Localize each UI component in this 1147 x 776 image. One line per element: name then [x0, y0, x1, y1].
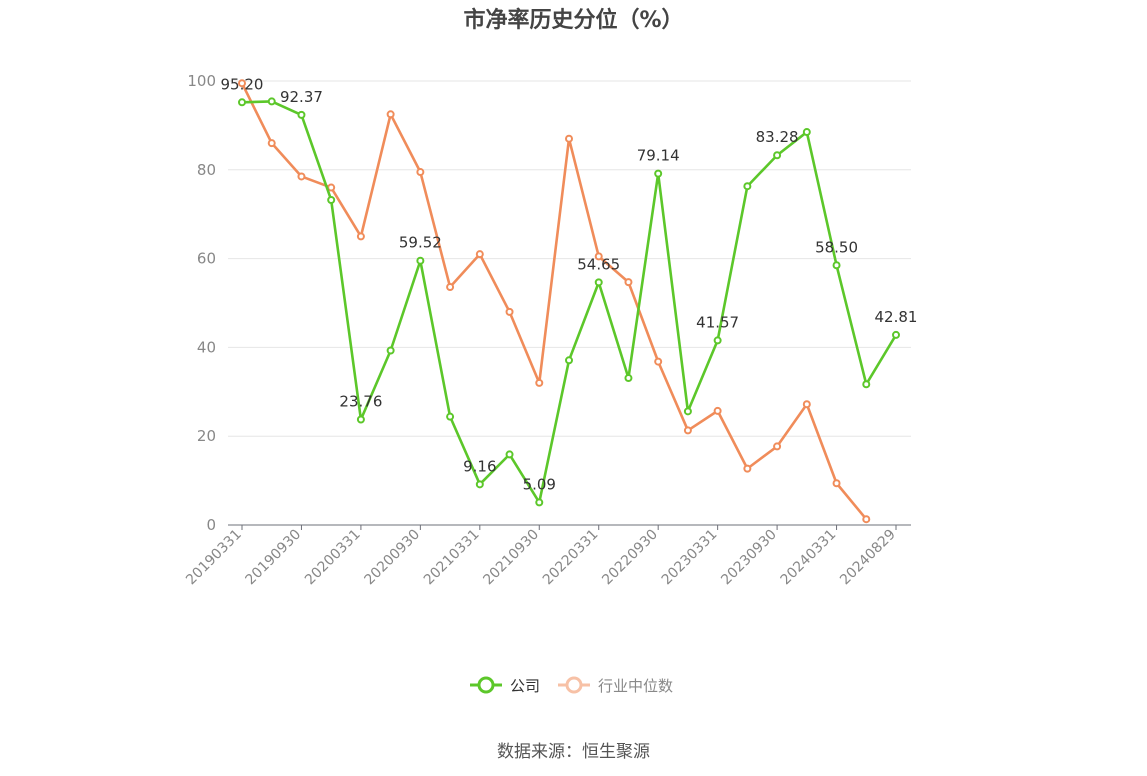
data-point-industry-median	[416, 168, 425, 177]
y-axis: 0 20 40 60 80 100	[187, 72, 216, 534]
data-point-industry-median	[713, 406, 722, 415]
data-label: 23.76	[339, 393, 382, 411]
legend-swatch-marker	[477, 676, 495, 694]
x-tick-label: 20210930	[480, 527, 542, 589]
y-tick-label: 80	[197, 161, 216, 179]
x-tick-label: 20200930	[361, 527, 423, 589]
series-group	[238, 79, 900, 524]
data-label: 54.65	[577, 255, 620, 273]
data-point-company	[802, 128, 811, 137]
data-point-industry-median	[356, 232, 365, 241]
series-line-company	[241, 100, 898, 504]
data-point-industry-median	[654, 357, 663, 366]
data-point-industry-median	[535, 378, 544, 387]
data-point-industry-median	[773, 442, 782, 451]
data-point-company	[743, 182, 752, 191]
data-labels: 95.20 92.37 23.76 59.52 9.16 5.09 54.65 79.14 41…	[221, 75, 918, 493]
x-tick-label: 20200331	[302, 527, 364, 589]
x-tick-label: 20190331	[183, 527, 245, 589]
data-point-company	[892, 330, 900, 339]
data-point-company	[327, 195, 336, 204]
data-point-industry-median	[505, 307, 514, 316]
data-point-company	[356, 415, 365, 424]
data-point-company	[594, 278, 603, 287]
data-point-industry-median	[802, 400, 811, 409]
data-point-company	[683, 407, 692, 416]
data-point-company	[535, 498, 544, 507]
data-label: 5.09	[523, 475, 556, 493]
data-point-industry-median	[624, 278, 633, 287]
data-point-industry-median	[327, 183, 336, 192]
data-label: 41.57	[696, 313, 739, 331]
data-point-industry-median	[446, 283, 455, 292]
data-source-note: 数据来源：恒生聚源	[497, 742, 650, 762]
data-label: 59.52	[399, 234, 442, 252]
data-point-industry-median	[832, 479, 841, 488]
data-label: 92.37	[280, 88, 323, 106]
y-tick-label: 40	[197, 338, 216, 356]
x-tick-label: 20240829	[837, 527, 899, 589]
x-tick-label: 20210331	[421, 527, 483, 589]
x-tick-label: 20190930	[243, 527, 305, 589]
legend-item-company[interactable]: 公司	[470, 676, 540, 695]
data-label: 83.28	[756, 128, 799, 146]
data-point-industry-median	[386, 110, 395, 119]
grid-lines	[228, 80, 911, 437]
chart-title: 市净率历史分位（%）	[463, 8, 684, 33]
x-tick-label: 20220930	[599, 527, 661, 589]
data-point-industry-median	[594, 252, 603, 261]
data-point-company	[238, 98, 246, 107]
data-point-industry-median	[683, 426, 692, 435]
data-point-company	[297, 110, 306, 119]
y-tick-label: 60	[197, 250, 216, 268]
data-label: 42.81	[875, 308, 918, 326]
data-point-industry-median	[862, 515, 871, 524]
x-tick-label: 20230930	[718, 527, 780, 589]
data-point-industry-median	[565, 134, 573, 143]
data-label: 79.14	[637, 147, 680, 165]
legend-label: 公司	[510, 677, 540, 695]
data-point-company	[654, 169, 663, 178]
data-point-company	[713, 336, 722, 345]
x-tick-label: 20240331	[778, 527, 840, 589]
data-label: 95.20	[221, 75, 264, 93]
data-point-company	[832, 261, 841, 270]
data-label: 9.16	[463, 457, 496, 475]
data-point-company	[505, 450, 514, 459]
data-point-industry-median	[297, 172, 306, 181]
y-tick-label: 20	[197, 427, 216, 445]
x-tick-label: 20220331	[540, 527, 602, 589]
legend-swatch-marker	[565, 676, 583, 694]
legend[interactable]: 公司 行业中位数	[470, 676, 673, 695]
data-point-company	[773, 151, 782, 160]
series-line-industry-median	[240, 82, 868, 521]
legend-label: 行业中位数	[598, 677, 673, 695]
y-tick-label: 100	[187, 72, 216, 90]
data-point-company	[862, 380, 871, 389]
data-point-company	[565, 356, 573, 365]
data-point-company	[624, 374, 633, 383]
data-point-company	[416, 256, 425, 265]
x-tick-label: 20230331	[659, 527, 721, 589]
legend-item-industry-median[interactable]: 行业中位数	[558, 676, 673, 695]
data-point-company	[446, 412, 455, 421]
x-axis: 2019033120190930202003312020093020210331…	[183, 524, 911, 589]
data-point-company	[267, 97, 276, 106]
data-label: 58.50	[815, 238, 858, 256]
data-point-company	[475, 480, 484, 489]
data-point-industry-median	[743, 464, 752, 473]
y-tick-label: 0	[206, 516, 216, 534]
data-point-industry-median	[267, 139, 276, 148]
data-point-industry-median	[475, 250, 484, 259]
data-point-company	[386, 346, 395, 355]
data-point-industry-median	[238, 79, 246, 88]
